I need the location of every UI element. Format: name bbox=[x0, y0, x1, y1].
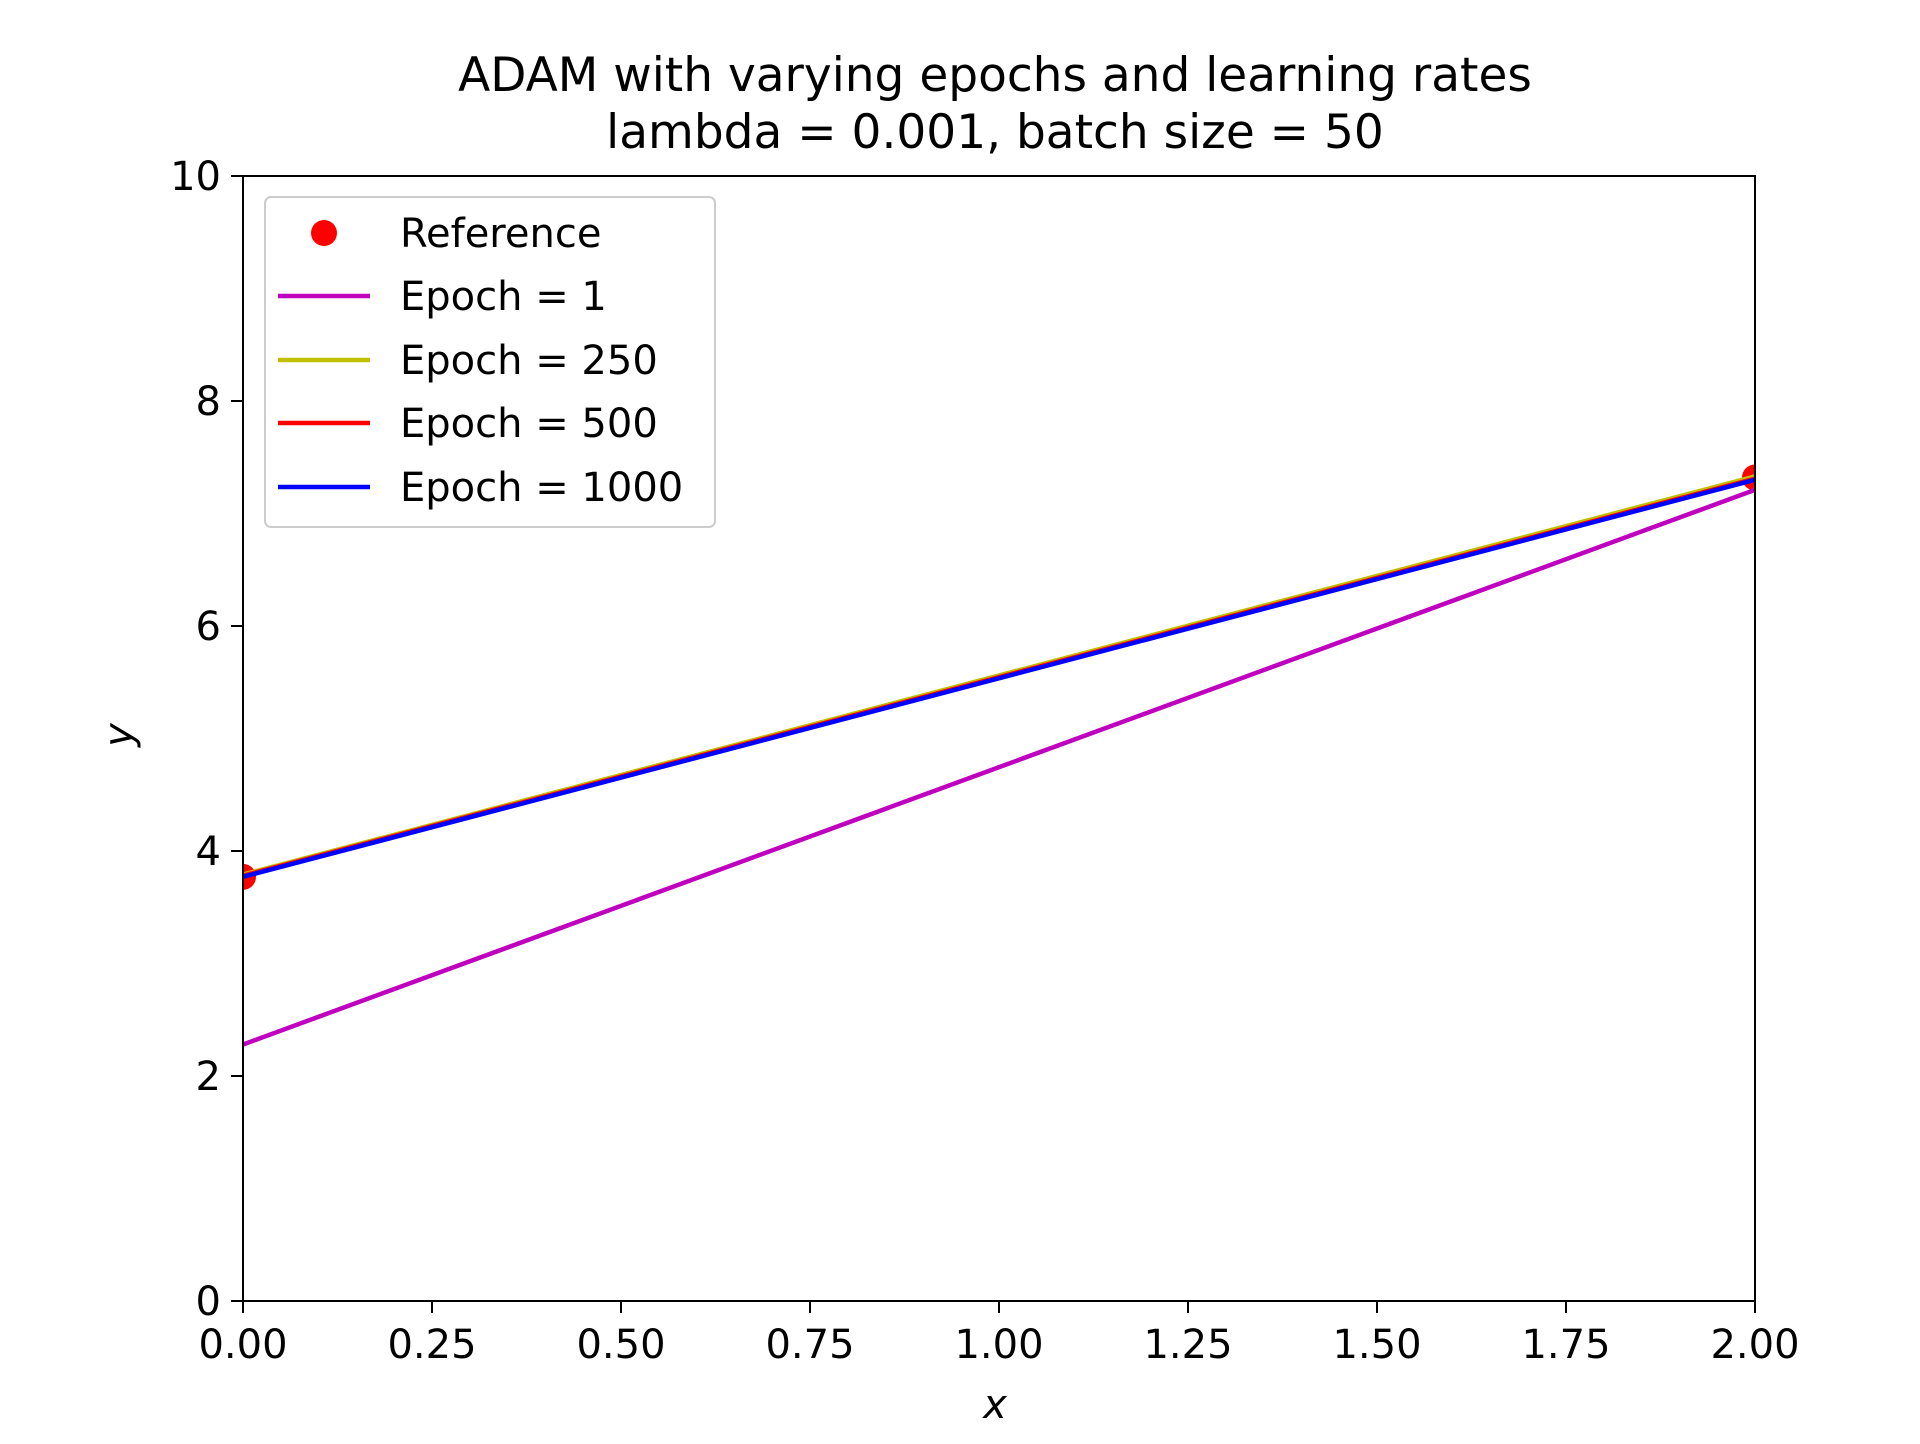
chart-title: ADAM with varying epochs and learning ra… bbox=[458, 48, 1532, 103]
x-tick-label: 0.75 bbox=[765, 1322, 854, 1368]
chart-subtitle: lambda = 0.001, batch size = 50 bbox=[606, 105, 1384, 160]
x-tick-label: 0.25 bbox=[387, 1322, 476, 1368]
y-tick-label: 0 bbox=[196, 1279, 221, 1325]
y-tick-label: 2 bbox=[196, 1054, 221, 1100]
x-tick-label: 2.00 bbox=[1710, 1322, 1799, 1368]
y-axis-ticks: 0 2 4 6 8 10 bbox=[170, 154, 243, 1325]
legend-label-3: Epoch = 500 bbox=[400, 401, 658, 447]
legend-label-reference: Reference bbox=[400, 211, 601, 257]
x-tick-label: 0.00 bbox=[198, 1322, 287, 1368]
series-lines bbox=[243, 474, 1755, 1047]
y-tick-label: 8 bbox=[196, 379, 221, 425]
x-tick-label: 1.75 bbox=[1521, 1322, 1610, 1368]
x-tick-label: 1.50 bbox=[1332, 1322, 1421, 1368]
y-axis-label: y bbox=[96, 722, 142, 748]
legend-label-2: Epoch = 250 bbox=[400, 338, 658, 384]
x-tick-label: 1.00 bbox=[954, 1322, 1043, 1368]
x-tick-label: 1.25 bbox=[1143, 1322, 1232, 1368]
legend-label-1: Epoch = 1 bbox=[400, 274, 607, 320]
legend-marker-reference bbox=[311, 220, 337, 246]
y-tick-label: 4 bbox=[196, 829, 221, 875]
legend-label-4: Epoch = 1000 bbox=[400, 465, 683, 511]
series-line-4 bbox=[243, 477, 1755, 880]
x-tick-label: 0.50 bbox=[576, 1322, 665, 1368]
series-line-1 bbox=[243, 487, 1755, 1047]
y-tick-label: 6 bbox=[196, 604, 221, 650]
x-axis-ticks: 0.00 0.25 0.50 0.75 1.00 1.25 1.50 1.75 2.00 bbox=[198, 1301, 1800, 1368]
x-axis-label: x bbox=[981, 1382, 1007, 1428]
legend-box bbox=[264, 196, 716, 528]
y-tick-label: 10 bbox=[170, 154, 221, 200]
legend: Reference Epoch = 1 Epoch = 250 Epoch = 500… bbox=[264, 196, 716, 528]
